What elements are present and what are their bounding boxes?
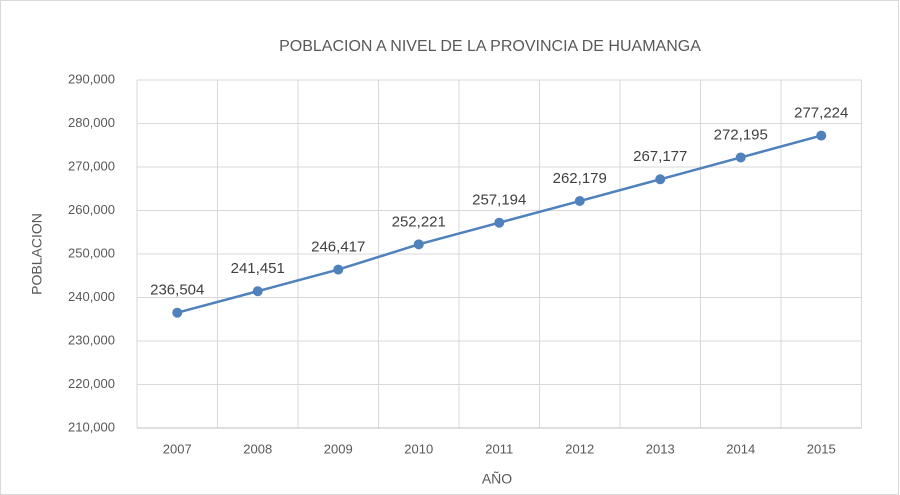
data-label: 257,194 [472, 192, 526, 209]
data-point [333, 264, 344, 275]
data-label: 252,221 [392, 213, 446, 230]
data-point [494, 217, 505, 228]
chart-title: POBLACION A NIVEL DE LA PROVINCIA DE HUA… [279, 38, 701, 55]
y-tick-label: 240,000 [68, 289, 115, 304]
data-label: 236,504 [150, 282, 204, 299]
data-label: 246,417 [311, 239, 365, 256]
x-axis-title: AÑO [482, 471, 512, 487]
y-tick-label: 230,000 [68, 332, 115, 347]
data-point [816, 130, 827, 141]
data-label: 277,224 [794, 105, 848, 122]
x-tick-label: 2011 [485, 441, 513, 456]
data-point [413, 239, 424, 250]
x-tick-label: 2015 [807, 441, 836, 456]
x-tick-label: 2007 [163, 441, 192, 456]
data-label: 272,195 [714, 126, 768, 143]
x-tick-label: 2009 [324, 441, 353, 456]
data-point [172, 307, 183, 318]
data-label: 267,177 [633, 148, 687, 165]
data-point [574, 196, 585, 207]
y-tick-label: 290,000 [68, 71, 115, 86]
y-tick-label: 210,000 [68, 419, 115, 434]
x-tick-label: 2014 [726, 441, 755, 456]
y-tick-label: 220,000 [68, 376, 115, 391]
data-point [655, 174, 666, 185]
y-axis-title: POBLACION [29, 213, 45, 295]
y-tick-label: 260,000 [68, 202, 115, 217]
x-tick-label: 2012 [565, 441, 594, 456]
data-label: 262,179 [553, 170, 607, 187]
data-point [252, 286, 263, 297]
data-point [735, 152, 746, 163]
y-tick-label: 250,000 [68, 245, 115, 260]
x-tick-label: 2013 [646, 441, 675, 456]
y-tick-label: 280,000 [68, 115, 115, 130]
x-tick-label: 2010 [404, 441, 433, 456]
x-tick-label: 2008 [243, 441, 272, 456]
y-tick-label: 270,000 [68, 158, 115, 173]
data-label: 241,451 [231, 260, 285, 277]
